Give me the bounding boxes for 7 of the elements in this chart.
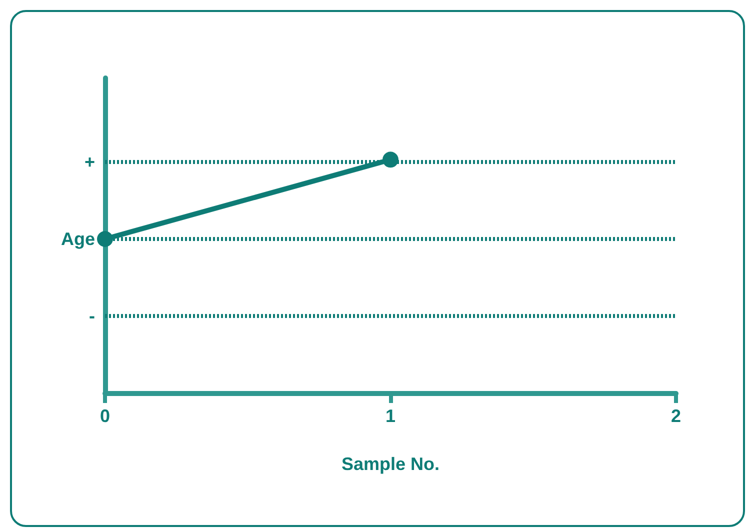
x-tick-label: 0 xyxy=(100,406,110,426)
ref-line-label: + xyxy=(84,152,95,172)
x-tick-label: 2 xyxy=(670,406,682,426)
ref-line-label: - xyxy=(89,306,95,326)
x-axis-title: Sample No. xyxy=(341,454,440,474)
x-tick-label: 1 xyxy=(385,406,396,426)
ref-line-label: Age xyxy=(60,229,95,249)
